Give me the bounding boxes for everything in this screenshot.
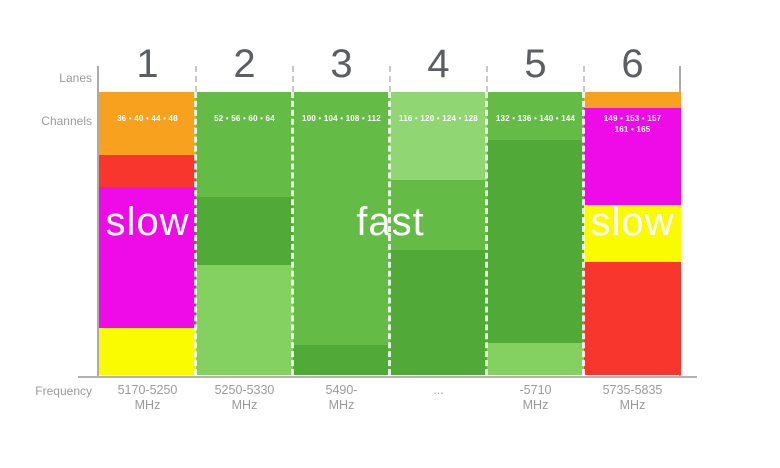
lane-6-frequency-label: 5735-5835 MHz (602, 383, 663, 412)
lane-3-block-green_dark (293, 345, 390, 375)
lane-5-frequency-label: -5710 MHz (519, 383, 552, 412)
lanes-axis-label: Lanes (59, 71, 92, 85)
lane-1-column: 36 • 40 • 44 • 48 (99, 92, 196, 375)
lane-2-block-green (196, 92, 293, 197)
lane-6-block-magenta (584, 108, 681, 205)
lane-3-header: 3 (330, 42, 353, 86)
lane-3-block-green (293, 92, 390, 345)
frequency-axis-label: Frequency (35, 384, 92, 398)
lane-3-frequency-label: 5490- MHz (325, 383, 358, 412)
lane-6-block-orange (584, 92, 681, 108)
lane-5-block-green_dark (487, 140, 584, 343)
lane-3-column: 100 • 104 • 108 • 112 (293, 92, 390, 375)
lane-2-header: 2 (233, 42, 256, 86)
lane-separator-top-4 (486, 66, 488, 92)
lane-5-column: 132 • 136 • 140 • 144 (487, 92, 584, 375)
slow-label-right: slow (590, 200, 675, 244)
lane-separator-top-1 (195, 66, 197, 92)
frequency-baseline (78, 376, 697, 378)
lane-5-header: 5 (524, 42, 547, 86)
lane-3-channels-label: 100 • 104 • 108 • 112 (302, 114, 381, 123)
lane-separator-1 (194, 92, 197, 375)
lane-separator-3 (388, 92, 391, 375)
lane-6-channels-label: 149 • 153 • 157 161 • 165 (603, 114, 662, 134)
lane-separator-top-5 (583, 66, 585, 92)
lane-2-block-green_light (196, 265, 293, 375)
lane-5-block-green_light (487, 343, 584, 375)
lane-1-block-red (99, 155, 196, 187)
lane-separator-top-2 (292, 66, 294, 92)
lane-1-frequency-label: 5170-5250 MHz (117, 383, 178, 412)
lane-6-block-red (584, 262, 681, 375)
lane-5-block-green (487, 92, 584, 140)
lane-separator-2 (291, 92, 294, 375)
lane-4-block-green_dark (390, 250, 487, 375)
lane-separator-5 (582, 92, 585, 375)
lane-4-frequency-label: ... (433, 383, 444, 397)
lane-6-column: 149 • 153 • 157 161 • 165 (584, 92, 681, 375)
lane-4-block-green_lighter (390, 92, 487, 180)
lane-2-channels-label: 52 • 56 • 60 • 64 (214, 114, 275, 123)
lane-1-header: 1 (136, 42, 159, 86)
lane-2-column: 52 • 56 • 60 • 64 (196, 92, 293, 375)
lane-2-frequency-label: 5250-5330 MHz (214, 383, 275, 412)
lane-5-channels-label: 132 • 136 • 140 • 144 (495, 114, 576, 123)
channels-axis-label: Channels (41, 114, 92, 128)
lane-separator-4 (485, 92, 488, 375)
lane-6-header: 6 (621, 42, 644, 86)
lane-4-channels-label: 116 • 120 • 124 • 128 (399, 114, 478, 123)
fast-label: fast (356, 200, 425, 244)
lane-1-channels-label: 36 • 40 • 44 • 48 (117, 114, 178, 123)
lane-2-block-green_dark (196, 197, 293, 265)
lane-1-block-orange (99, 92, 196, 155)
lane-6-block-yellow (584, 205, 681, 262)
lane-separator-top-3 (389, 66, 391, 92)
lane-1-block-magenta (99, 187, 196, 328)
lane-1-block-yellow (99, 328, 196, 375)
lane-4-block-green (390, 180, 487, 250)
left-axis-line (97, 66, 99, 377)
lane-4-column: 116 • 120 • 124 • 128 (390, 92, 487, 375)
slow-label-left: slow (105, 200, 190, 244)
lane-4-header: 4 (427, 42, 450, 86)
